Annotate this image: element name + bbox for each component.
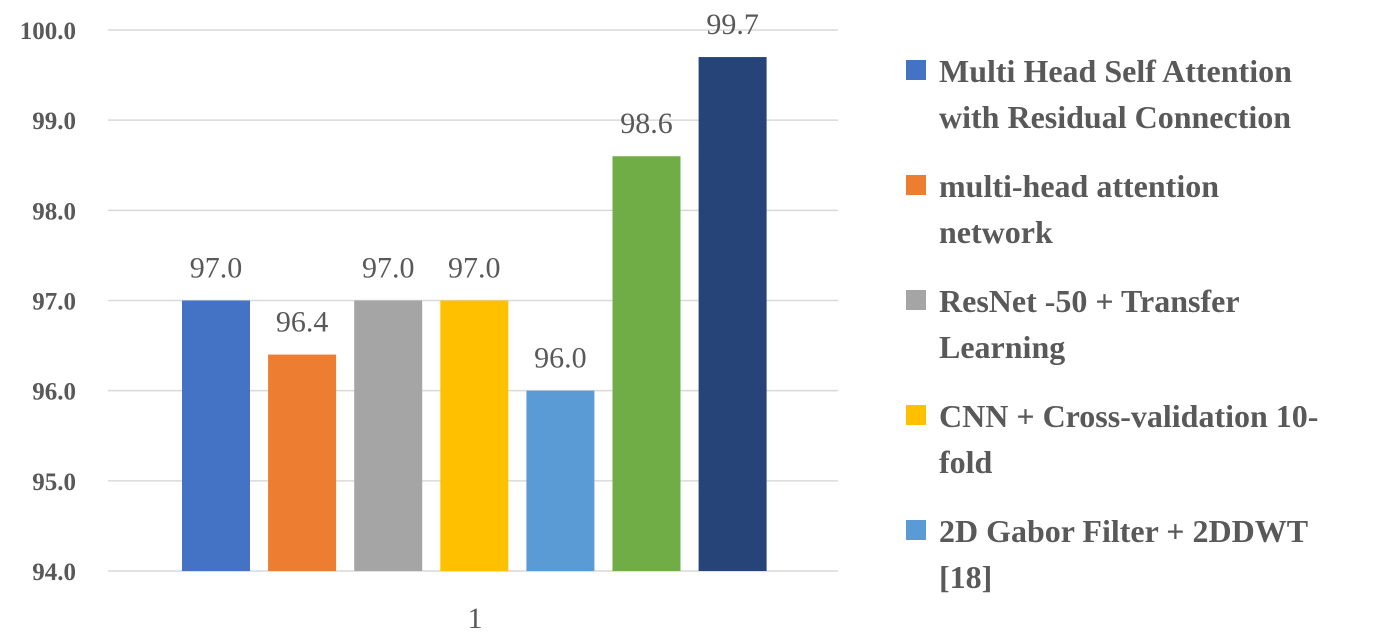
legend-label-line: with Residual Connection	[939, 99, 1291, 135]
legend-label-line: CNN + Cross-validation 10-	[939, 398, 1318, 434]
legend-label-2: multi-head attention network	[939, 168, 1219, 250]
legend-swatch-4	[906, 405, 926, 425]
legend-label-line: [18]	[939, 559, 992, 595]
legend-entry-3: ResNet -50 + Transfer Learning	[906, 283, 1240, 365]
legend-label-line: fold	[939, 444, 993, 480]
legend-label-line: 2D Gabor Filter + 2DDWT	[939, 513, 1308, 549]
bar-3	[354, 300, 423, 571]
y-tick-label-0: 94.0	[32, 559, 76, 586]
legend-entry-2: multi-head attention network	[906, 168, 1219, 250]
bar-7	[698, 57, 767, 572]
y-axis-tick-labels: 94.0 95.0 96.0 97.0 98.0 99.0 100.0	[20, 18, 76, 586]
bar-2	[268, 354, 337, 571]
y-tick-label-4: 98.0	[32, 198, 76, 225]
legend-label-1: Multi Head Self Attention with Residual C…	[939, 53, 1292, 135]
legend-label-line: network	[939, 214, 1053, 250]
x-category-label-0: 1	[468, 602, 483, 634]
y-tick-label-1: 95.0	[32, 469, 76, 496]
legend-label-line: multi-head attention	[939, 168, 1219, 204]
legend-entry-4: CNN + Cross-validation 10- fold	[906, 398, 1318, 480]
legend-entry-1: Multi Head Self Attention with Residual C…	[906, 53, 1292, 135]
y-tick-label-2: 96.0	[32, 379, 76, 406]
legend-label-line: ResNet -50 + Transfer	[939, 283, 1240, 319]
data-label-4: 97.0	[448, 252, 501, 285]
legend: Multi Head Self Attention with Residual C…	[906, 53, 1318, 595]
legend-swatch-3	[906, 290, 926, 310]
y-tick-label-6: 100.0	[20, 18, 76, 45]
legend-entry-5: 2D Gabor Filter + 2DDWT [18]	[906, 513, 1308, 595]
bar-4	[440, 300, 509, 571]
legend-swatch-5	[906, 520, 926, 540]
bar-1	[182, 300, 250, 571]
y-tick-label-5: 99.0	[32, 108, 76, 135]
data-label-1: 97.0	[190, 252, 243, 285]
y-tick-label-3: 97.0	[32, 289, 76, 316]
data-label-3: 97.0	[362, 252, 415, 285]
legend-label-4: CNN + Cross-validation 10- fold	[939, 398, 1318, 480]
legend-label-line: Multi Head Self Attention	[939, 53, 1292, 89]
data-labels: 97.0 96.4 97.0 97.0 96.0 98.6 99.7	[190, 8, 759, 375]
data-label-6: 98.6	[620, 107, 673, 140]
data-label-5: 96.0	[534, 342, 587, 375]
bar-6	[612, 156, 681, 571]
legend-swatch-1	[906, 60, 926, 80]
legend-label-line: Learning	[939, 329, 1065, 365]
bar-5	[526, 390, 595, 571]
legend-swatch-2	[906, 175, 926, 195]
legend-label-3: ResNet -50 + Transfer Learning	[939, 283, 1240, 365]
data-label-7: 99.7	[706, 8, 759, 41]
data-label-2: 96.4	[276, 306, 329, 339]
legend-label-5: 2D Gabor Filter + 2DDWT [18]	[939, 513, 1308, 595]
bars	[182, 57, 767, 572]
x-axis-category-labels: 1	[468, 602, 483, 634]
